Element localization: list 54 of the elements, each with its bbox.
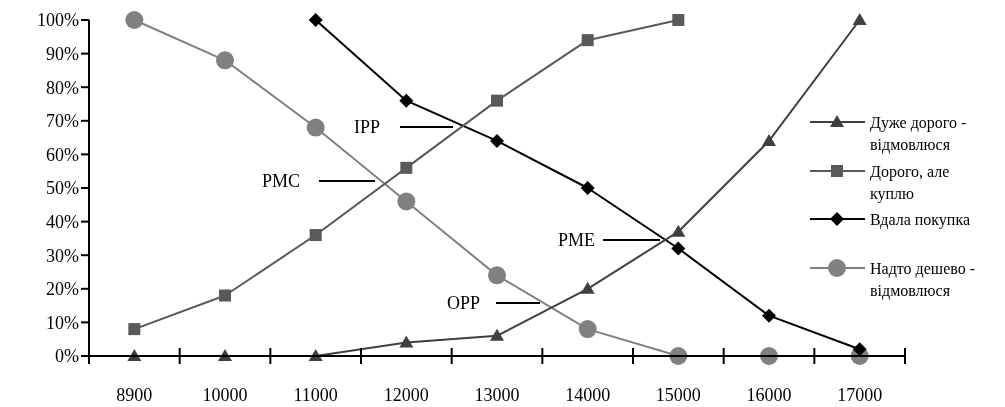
point — [580, 181, 595, 195]
x-tick-label: 16000 — [746, 385, 792, 405]
point — [400, 161, 413, 174]
annotation: IPP — [353, 117, 380, 138]
point — [399, 93, 414, 108]
point — [671, 224, 686, 237]
point — [397, 192, 416, 211]
x-tick-label: 12000 — [383, 385, 429, 405]
y-tick-label: 20% — [46, 279, 79, 300]
legend-label: Надто дешево - відмовлюся — [870, 259, 976, 300]
point — [308, 13, 323, 27]
point — [309, 229, 322, 242]
point — [128, 323, 141, 336]
x-tick-label: 10000 — [202, 385, 248, 405]
x-tick-label: 17000 — [837, 385, 883, 405]
point — [671, 241, 686, 256]
y-tick-label: 0% — [55, 346, 79, 367]
point — [672, 14, 685, 26]
point — [762, 133, 776, 146]
legend-label: Вдала покупка — [870, 210, 971, 229]
y-tick-label: 90% — [46, 43, 79, 64]
y-tick-label: 30% — [46, 245, 79, 266]
y-tick-label: 60% — [46, 144, 79, 165]
y-tick-label: 70% — [46, 111, 79, 132]
x-tick-label: 11000 — [293, 385, 338, 405]
point — [852, 13, 867, 25]
y-tick-label: 80% — [46, 77, 79, 98]
annotation: PME — [557, 230, 595, 251]
point — [852, 342, 867, 357]
x-tick-label: 14000 — [565, 385, 611, 405]
legend-label: Дорого, але куплю — [870, 162, 950, 203]
annotation: OPP — [446, 293, 480, 314]
x-tick-label: 8900 — [116, 385, 153, 405]
x-tick-label: 13000 — [474, 385, 520, 405]
point — [488, 266, 506, 285]
point — [216, 51, 234, 70]
point — [578, 320, 597, 339]
point — [580, 281, 595, 294]
point — [762, 308, 776, 323]
point — [399, 335, 414, 348]
y-tick-label: 40% — [46, 211, 79, 232]
annotation: PMC — [261, 171, 300, 192]
point — [306, 118, 325, 137]
x-tick-label: 15000 — [655, 385, 701, 405]
point — [490, 133, 504, 148]
point — [219, 289, 231, 302]
point — [491, 94, 503, 107]
y-tick-label: 100% — [37, 10, 79, 31]
y-tick-label: 10% — [46, 312, 79, 333]
point — [581, 34, 594, 47]
point — [125, 11, 144, 29]
legend-label: Дуже дорого - відмовлюся — [870, 113, 967, 154]
point — [490, 328, 504, 341]
y-tick-label: 50% — [46, 178, 79, 199]
